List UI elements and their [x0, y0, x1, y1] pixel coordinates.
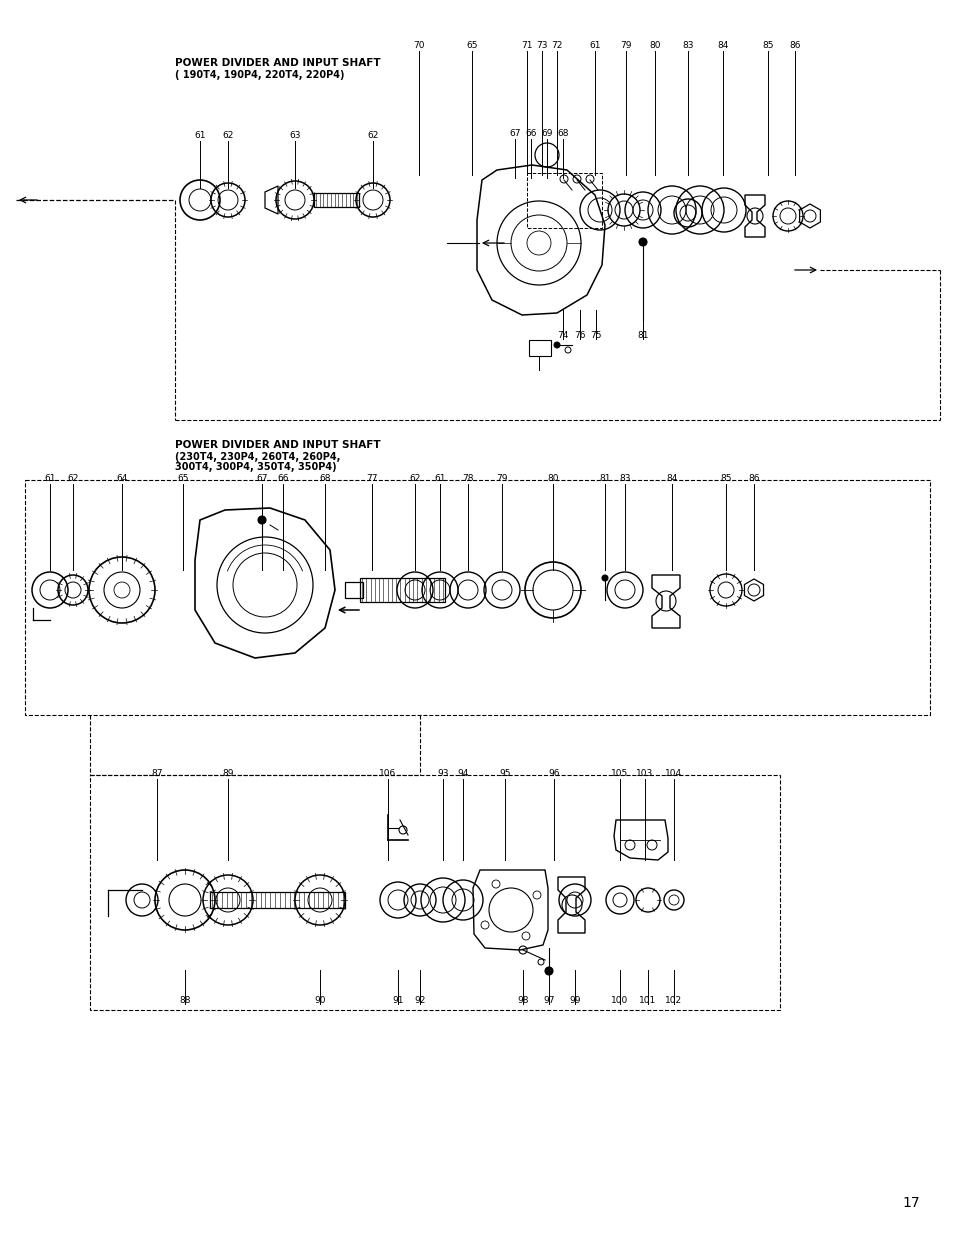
Text: ( 190T4, 190P4, 220T4, 220P4): ( 190T4, 190P4, 220T4, 220P4) — [174, 70, 344, 80]
Text: 99: 99 — [569, 995, 580, 1005]
Text: 92: 92 — [414, 995, 425, 1005]
Text: 71: 71 — [520, 41, 532, 49]
Text: 68: 68 — [557, 128, 568, 138]
Text: POWER DIVIDER AND INPUT SHAFT: POWER DIVIDER AND INPUT SHAFT — [174, 440, 380, 450]
Bar — [529, 340, 551, 356]
Text: 98: 98 — [517, 995, 528, 1005]
Text: 79: 79 — [496, 474, 507, 483]
Text: (230T4, 230P4, 260T4, 260P4,: (230T4, 230P4, 260T4, 260P4, — [174, 452, 340, 462]
Text: 61: 61 — [589, 41, 600, 49]
Text: 101: 101 — [639, 995, 656, 1005]
Text: 88: 88 — [179, 995, 191, 1005]
Text: 86: 86 — [747, 474, 759, 483]
Circle shape — [554, 342, 559, 348]
Text: 62: 62 — [409, 474, 420, 483]
Bar — [526, 173, 601, 228]
Bar — [210, 892, 345, 908]
Text: 300T4, 300P4, 350T4, 350P4): 300T4, 300P4, 350T4, 350P4) — [174, 462, 336, 472]
Bar — [359, 578, 444, 601]
Text: 63: 63 — [289, 131, 300, 140]
Text: 84: 84 — [665, 474, 677, 483]
Text: 95: 95 — [498, 769, 510, 778]
Text: 62: 62 — [367, 131, 378, 140]
Text: 67: 67 — [509, 128, 520, 138]
Text: 76: 76 — [574, 331, 585, 340]
Text: 72: 72 — [551, 41, 562, 49]
Text: 83: 83 — [681, 41, 693, 49]
Text: 103: 103 — [636, 769, 653, 778]
Text: 83: 83 — [618, 474, 630, 483]
Text: 81: 81 — [598, 474, 610, 483]
Text: 104: 104 — [665, 769, 681, 778]
Text: 97: 97 — [542, 995, 554, 1005]
Text: 100: 100 — [611, 995, 628, 1005]
Text: 77: 77 — [366, 474, 377, 483]
Text: 93: 93 — [436, 769, 448, 778]
Text: 67: 67 — [256, 474, 268, 483]
Circle shape — [544, 967, 553, 974]
Text: 79: 79 — [619, 41, 631, 49]
Text: 106: 106 — [379, 769, 396, 778]
Bar — [25, 480, 929, 715]
Text: 81: 81 — [637, 331, 648, 340]
Text: 80: 80 — [649, 41, 660, 49]
Text: 70: 70 — [413, 41, 424, 49]
Circle shape — [639, 238, 646, 246]
Text: 91: 91 — [392, 995, 403, 1005]
Text: 66: 66 — [525, 128, 537, 138]
Text: 65: 65 — [177, 474, 189, 483]
Circle shape — [601, 576, 607, 580]
Text: 85: 85 — [761, 41, 773, 49]
Text: 86: 86 — [788, 41, 800, 49]
Text: 96: 96 — [548, 769, 559, 778]
Text: 87: 87 — [152, 769, 163, 778]
Text: 102: 102 — [665, 995, 681, 1005]
Text: 62: 62 — [68, 474, 78, 483]
Text: 89: 89 — [222, 769, 233, 778]
Text: 80: 80 — [547, 474, 558, 483]
Text: 84: 84 — [717, 41, 728, 49]
Bar — [90, 776, 780, 1010]
Text: 64: 64 — [116, 474, 128, 483]
Text: 61: 61 — [194, 131, 206, 140]
Text: 74: 74 — [557, 331, 568, 340]
Text: 62: 62 — [222, 131, 233, 140]
Text: 61: 61 — [44, 474, 55, 483]
Text: 17: 17 — [902, 1195, 919, 1210]
Bar — [314, 193, 358, 207]
Text: 90: 90 — [314, 995, 325, 1005]
Text: 73: 73 — [536, 41, 547, 49]
Text: 61: 61 — [434, 474, 445, 483]
Bar — [345, 582, 363, 598]
Text: 65: 65 — [466, 41, 477, 49]
Text: 85: 85 — [720, 474, 731, 483]
Text: 69: 69 — [540, 128, 552, 138]
Text: 94: 94 — [456, 769, 468, 778]
Text: 105: 105 — [611, 769, 628, 778]
Text: 75: 75 — [590, 331, 601, 340]
Text: POWER DIVIDER AND INPUT SHAFT: POWER DIVIDER AND INPUT SHAFT — [174, 58, 380, 68]
Text: 78: 78 — [462, 474, 474, 483]
Circle shape — [257, 516, 266, 524]
Text: 68: 68 — [319, 474, 331, 483]
Text: 66: 66 — [277, 474, 289, 483]
